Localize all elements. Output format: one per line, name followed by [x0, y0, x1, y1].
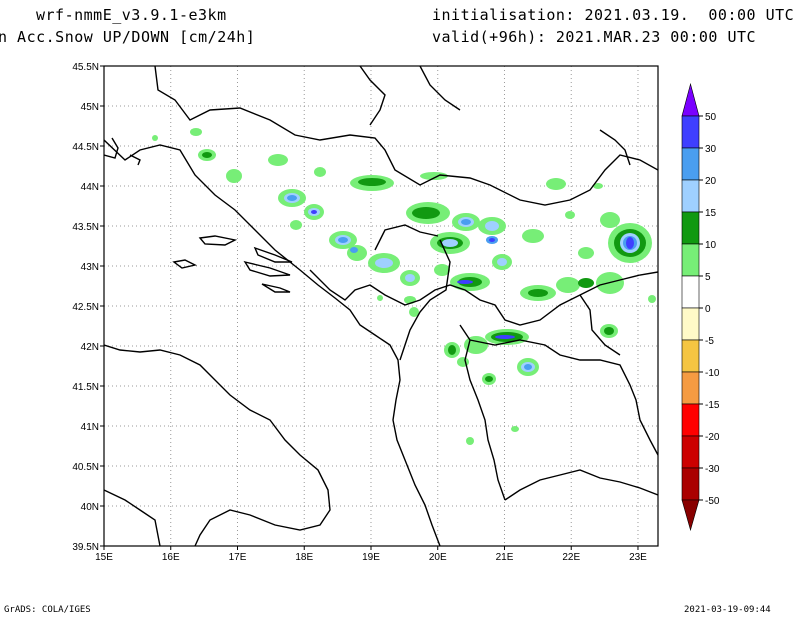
colorbar-label: 20	[705, 176, 717, 187]
coastlines-borders	[104, 66, 658, 546]
colorbar-label: 15	[705, 208, 717, 219]
lat-tick-label: 40N	[81, 502, 99, 513]
variable-title: n Acc.Snow UP/DOWN [cm/24h]	[0, 28, 256, 46]
lon-tick-label: 22E	[562, 552, 580, 563]
colorbar-label: -20	[705, 432, 720, 443]
colorbar-cap-top	[681, 82, 700, 117]
lat-tick-label: 42.5N	[72, 302, 99, 313]
lat-tick-label: 44.5N	[72, 142, 99, 153]
colorbar-swatch	[681, 371, 700, 405]
lon-tick-label: 23E	[629, 552, 647, 563]
lat-tick-label: 45.5N	[72, 62, 99, 73]
colorbar-label: 5	[705, 272, 711, 283]
colorbar-cap-bottom	[681, 499, 700, 532]
colorbar-swatch	[681, 339, 700, 373]
lat-tick-label: 41N	[81, 422, 99, 433]
colorbar-label: 30	[705, 144, 717, 155]
footer-timestamp: 2021-03-19-09:44	[684, 605, 771, 615]
lon-tick-label: 16E	[162, 552, 180, 563]
lon-tick-label: 17E	[229, 552, 247, 563]
colorbar-swatch	[681, 179, 700, 213]
colorbar-label: 10	[705, 240, 717, 251]
lat-tick-label: 40.5N	[72, 462, 99, 473]
colorbar-swatch	[681, 147, 700, 181]
lat-tick-label: 39.5N	[72, 542, 99, 553]
colorbar-swatch	[681, 403, 700, 437]
colorbar-label: -10	[705, 368, 720, 379]
lon-tick-label: 15E	[95, 552, 113, 563]
colorbar-swatch	[681, 467, 700, 501]
lat-tick-label: 44N	[81, 182, 99, 193]
lat-tick-label: 43.5N	[72, 222, 99, 233]
colorbar-swatch	[681, 307, 700, 341]
lon-tick-label: 18E	[295, 552, 313, 563]
colorbar-swatch	[681, 243, 700, 277]
lon-tick-label: 20E	[429, 552, 447, 563]
lat-tick-label: 42N	[81, 342, 99, 353]
colorbar-swatch	[681, 211, 700, 245]
colorbar-label: -5	[705, 336, 714, 347]
colorbar-label: 0	[705, 304, 711, 315]
lon-tick-label: 21E	[496, 552, 514, 563]
lat-tick-label: 45N	[81, 102, 99, 113]
init-time: initialisation: 2021.03.19. 00:00 UTC	[432, 6, 795, 24]
valid-time: valid(+96h): 2021.MAR.23 00:00 UTC	[432, 28, 757, 46]
colorbar-swatch	[681, 275, 700, 309]
lat-tick-label: 43N	[81, 262, 99, 273]
lat-tick-labels: 45.5N 45N 44.5N 44N 43.5N 43N 42.5N 42N 41.5N 41N…	[72, 62, 104, 553]
lon-tick-labels: 15E 16E 17E 18E 19E 20E 21E 22E 23E	[95, 546, 647, 563]
lat-tick-label: 41.5N	[72, 382, 99, 393]
colorbar-label: -15	[705, 400, 720, 411]
colorbar-label: -50	[705, 496, 720, 507]
colorbar-swatch	[681, 115, 700, 149]
colorbar-label: -30	[705, 464, 720, 475]
colorbar-label: 50	[705, 112, 717, 123]
snow-fields	[152, 128, 656, 445]
lon-tick-label: 19E	[362, 552, 380, 563]
colorbar-swatch	[681, 435, 700, 469]
footer-grads: GrADS: COLA/IGES	[4, 605, 91, 615]
model-title: wrf-nmmE_v3.9.1-e3km	[36, 6, 227, 24]
